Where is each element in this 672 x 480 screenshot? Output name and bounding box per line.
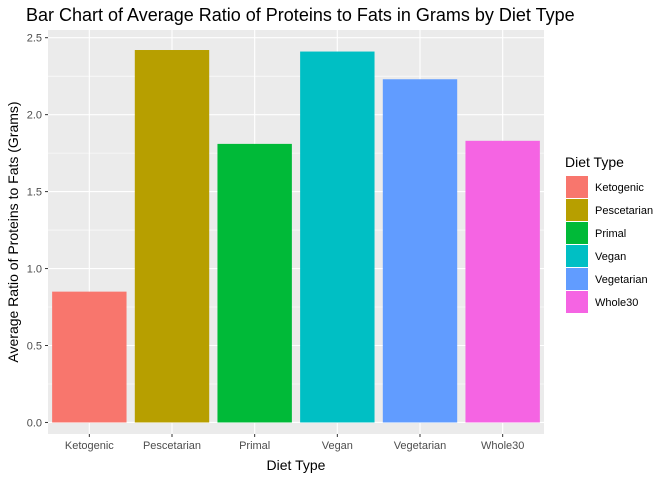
x-tick-label: Ketogenic [65,440,114,452]
legend-label: Whole30 [595,297,638,309]
legend-swatch-pescetarian [566,199,588,221]
y-tick-label: 0.0 [27,417,42,429]
legend-label: Ketogenic [595,182,644,194]
bar-primal [217,143,292,423]
y-axis-ticks: 0.0 0.5 1.0 1.5 2.0 2.5 [27,33,48,429]
x-tick-label: Vegan [322,440,353,452]
legend-swatch-ketogenic [566,176,588,198]
legend-label: Pescetarian [595,205,653,217]
x-tick-label: Primal [239,440,270,452]
y-tick-label: 2.5 [27,33,42,45]
bar-ketogenic [52,291,127,423]
x-tick-label: Pescetarian [143,440,201,452]
x-axis-ticks: Ketogenic Pescetarian Primal Vegan Vegetaria… [65,434,524,452]
x-tick-label: Whole30 [481,440,524,452]
legend-label: Vegetarian [595,274,648,286]
y-tick-label: 2.0 [27,110,42,122]
chart-title: Bar Chart of Average Ratio of Proteins t… [26,5,575,25]
plot-panel [48,30,544,434]
y-axis-title: Average Ratio of Proteins to Fats (Grams… [5,101,21,362]
legend-swatch-vegan [566,245,588,267]
legend-swatch-whole30 [566,291,588,313]
y-tick-label: 0.5 [27,341,42,353]
y-tick-label: 1.0 [27,264,42,276]
legend-swatch-vegetarian [566,268,588,290]
y-tick-label: 1.5 [27,187,42,199]
x-tick-label: Vegetarian [394,440,447,452]
bar-vegan [300,51,375,423]
bar-vegetarian [382,79,458,423]
legend-label: Vegan [595,251,626,263]
x-axis-title: Diet Type [267,457,326,473]
legend-swatch-primal [566,222,588,244]
bar-pescetarian [134,50,210,423]
bars [52,50,540,423]
legend: Diet Type Ketogenic Pescetarian Primal Vega… [565,154,653,313]
bar-whole30 [465,140,540,423]
legend-title: Diet Type [565,154,624,170]
legend-label: Primal [595,228,626,240]
minor-gridlines [48,75,544,385]
legend-items: Ketogenic Pescetarian Primal Vegan Vegetaria… [566,176,653,313]
